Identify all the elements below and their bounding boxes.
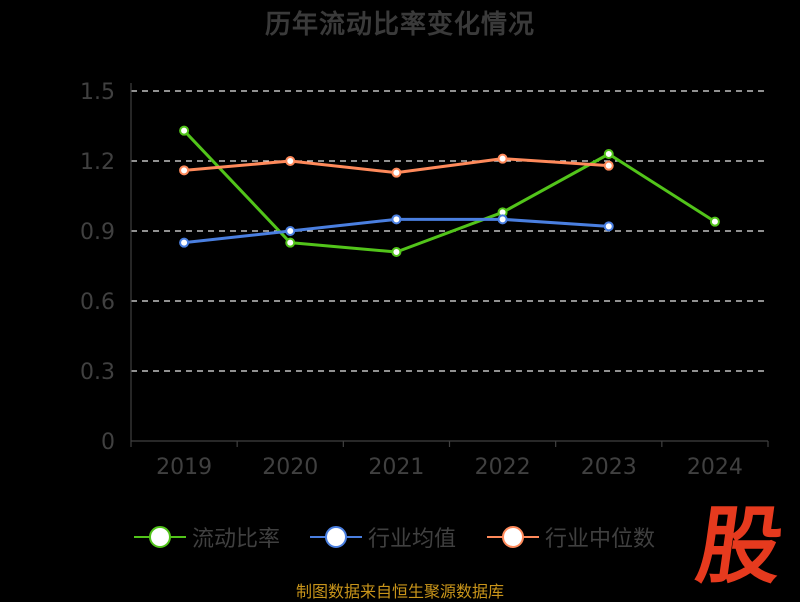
- data-points: [179, 125, 720, 257]
- y-tick-label: 0.9: [80, 220, 115, 245]
- axes: 0 0.3 0.6 0.9 1.2 1.5 2019 2020 2021 2022 2023 2024: [80, 80, 769, 480]
- legend-label-industry-median: 行业中位数: [545, 527, 656, 552]
- legend-marker-industry-median: [487, 526, 539, 548]
- legend-item-industry-mean[interactable]: 行业均值: [310, 519, 456, 555]
- x-tick-label: 2019: [156, 455, 212, 480]
- y-tick-label: 0: [101, 430, 115, 455]
- chart-title: 历年流动比率变化情况: [264, 10, 535, 40]
- legend-item-industry-median[interactable]: 行业中位数: [487, 519, 655, 555]
- data-point-industry-median: [179, 165, 190, 176]
- legend-label-current-ratio: 流动比率: [192, 527, 281, 552]
- source-note: 制图数据来自恒生聚源数据库: [295, 582, 504, 601]
- legend: 流动比率 行业均值 行业中位数: [0, 519, 800, 555]
- gridlines: [131, 90, 768, 372]
- data-point-current-ratio: [179, 125, 190, 136]
- data-point-current-ratio: [285, 237, 296, 248]
- x-tick-label: 2020: [262, 455, 318, 480]
- x-tick-label: 2023: [581, 455, 637, 480]
- x-tick-label: 2021: [368, 455, 424, 480]
- legend-marker-industry-mean: [310, 526, 362, 548]
- legend-label-industry-mean: 行业均值: [368, 527, 457, 552]
- legend-item-current-ratio[interactable]: 流动比率: [134, 519, 280, 555]
- y-tick-label: 0.6: [80, 290, 115, 315]
- data-point-industry-median: [391, 167, 402, 178]
- data-point-industry-median: [285, 156, 296, 166]
- data-point-industry-median: [603, 160, 614, 171]
- legend-marker-current-ratio: [134, 526, 186, 548]
- data-point-current-ratio: [391, 247, 402, 257]
- series-line-current-ratio: [182, 129, 716, 254]
- data-point-industry-mean: [391, 214, 402, 225]
- data-point-industry-mean: [603, 221, 614, 232]
- x-tick-label: 2022: [475, 455, 531, 480]
- data-point-current-ratio: [709, 216, 720, 227]
- data-point-industry-median: [497, 153, 508, 164]
- series-lines: [182, 129, 716, 254]
- data-point-industry-mean: [285, 226, 296, 236]
- x-tick-label: 2024: [687, 455, 743, 480]
- y-tick-label: 1.5: [80, 80, 115, 105]
- y-tick-label: 0.3: [80, 360, 115, 385]
- data-point-industry-mean: [179, 237, 190, 248]
- data-point-industry-mean: [497, 214, 508, 225]
- data-point-current-ratio: [603, 149, 614, 159]
- y-tick-label: 1.2: [80, 150, 115, 175]
